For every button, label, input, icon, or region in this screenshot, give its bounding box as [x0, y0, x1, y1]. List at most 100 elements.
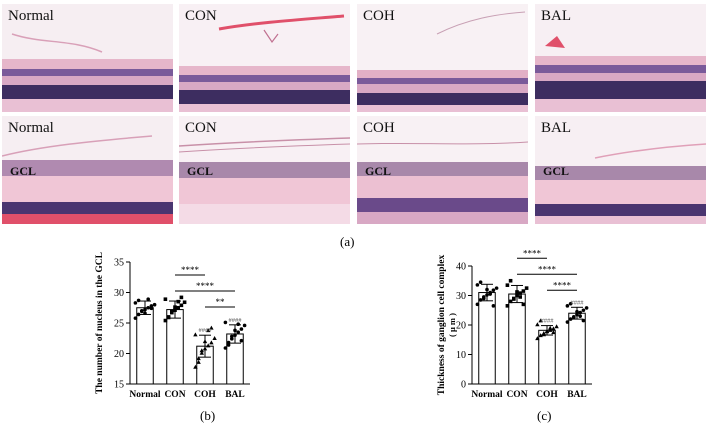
y-tick-label: 20 — [456, 321, 466, 332]
significance-label: **** — [553, 280, 572, 290]
data-point — [166, 315, 171, 320]
x-tick-label: COH — [194, 390, 216, 400]
data-point — [133, 301, 138, 305]
retina-tissue-image — [535, 116, 706, 224]
data-point — [143, 311, 147, 316]
data-point — [551, 326, 556, 331]
panel-label-con-2: CON — [185, 120, 217, 136]
data-point — [508, 299, 513, 304]
data-point — [544, 328, 550, 333]
data-point — [239, 327, 244, 331]
data-point — [475, 302, 480, 307]
micrograph-coh-low: COH — [357, 4, 528, 112]
data-point — [196, 359, 201, 364]
data-point — [199, 348, 204, 353]
data-point — [541, 332, 546, 337]
data-point — [206, 343, 211, 348]
data-point — [575, 312, 579, 317]
data-point — [478, 280, 483, 285]
data-point — [491, 288, 496, 292]
y-tick-label: 30 — [114, 288, 124, 299]
data-point — [140, 309, 144, 313]
data-point — [565, 320, 570, 324]
retina-tissue-image — [357, 116, 528, 224]
micrograph-normal-low: Normal — [2, 4, 173, 112]
data-point — [152, 302, 157, 307]
data-point — [236, 322, 240, 327]
data-point — [149, 306, 154, 311]
significance-label: ** — [216, 297, 226, 307]
data-point — [146, 297, 150, 302]
micrograph-bal-high: BAL GCL — [535, 116, 706, 224]
data-point — [193, 364, 198, 369]
data-point — [505, 283, 510, 287]
y-axis-label: Thickness of ganglion cell complex — [437, 255, 447, 396]
retina-tissue-image — [179, 4, 350, 112]
group-annotation: #### — [229, 317, 243, 324]
data-point — [485, 287, 489, 292]
data-point — [163, 297, 168, 302]
data-point — [575, 309, 579, 314]
x-tick-label: Normal — [471, 390, 502, 400]
x-tick-label: Normal — [129, 390, 160, 400]
data-point — [518, 295, 522, 299]
data-point — [179, 303, 184, 308]
significance-label: **** — [523, 248, 542, 258]
caption-a: (a) — [340, 234, 355, 249]
micrograph-con-low: CON — [179, 4, 350, 112]
bar — [508, 293, 526, 385]
data-point — [173, 305, 177, 309]
bar — [568, 312, 586, 385]
data-point — [485, 293, 489, 297]
data-point — [491, 304, 496, 308]
data-point — [136, 312, 141, 317]
significance-label: **** — [181, 265, 200, 275]
y-tick-label: 20 — [114, 349, 124, 360]
data-point — [554, 324, 559, 329]
group-annotation: #### — [571, 299, 585, 306]
data-point — [233, 328, 237, 333]
data-point — [133, 316, 138, 320]
bar — [166, 309, 184, 385]
x-tick-label: CON — [506, 390, 527, 400]
data-point — [521, 302, 526, 307]
panel-label-bal: BAL — [541, 8, 571, 24]
data-point — [535, 322, 540, 327]
data-point — [170, 309, 174, 314]
data-point — [482, 296, 486, 301]
y-tick-label: 30 — [456, 291, 466, 302]
data-point — [223, 320, 228, 325]
retina-tissue-image — [535, 4, 706, 112]
data-point — [193, 332, 198, 337]
data-point — [230, 334, 234, 339]
data-point — [548, 327, 553, 332]
data-point — [548, 325, 553, 330]
gcl-label: GCL — [543, 164, 570, 178]
data-point — [494, 286, 499, 290]
caption-c: (c) — [537, 408, 552, 423]
data-point — [182, 300, 187, 305]
data-point — [578, 310, 582, 315]
y-axis-label: The number of nucleus in the GCL — [95, 252, 105, 394]
data-point — [488, 292, 492, 296]
gcl-label: GCL — [10, 164, 37, 178]
data-point — [581, 308, 586, 313]
data-point — [179, 295, 184, 300]
micrograph-con-high: CON GCL — [179, 116, 350, 224]
gcl-label: GCL — [365, 164, 392, 178]
micrograph-normal-high: Normal GCL — [2, 116, 173, 224]
data-point — [212, 336, 217, 341]
y-tick-label: 15 — [114, 380, 124, 391]
data-point — [209, 340, 214, 345]
data-point — [565, 304, 570, 308]
data-point — [572, 315, 576, 320]
data-point — [478, 298, 483, 302]
data-point — [515, 290, 519, 294]
data-point — [505, 304, 510, 308]
group-annotation: #### — [199, 327, 213, 334]
significance-label: **** — [538, 264, 557, 274]
data-point — [163, 318, 168, 323]
data-point — [233, 333, 237, 337]
data-point — [568, 317, 573, 321]
data-point — [199, 350, 204, 355]
